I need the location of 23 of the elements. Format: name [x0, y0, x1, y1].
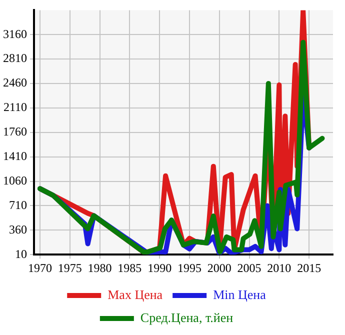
x-tick-label: 1985 — [118, 260, 142, 275]
y-tick-label: 1410 — [3, 148, 27, 163]
x-tick-label: 2005 — [237, 260, 262, 275]
y-tick-label: 1760 — [3, 124, 27, 139]
x-tick-label: 1980 — [88, 260, 112, 275]
legend-label: Max Цена — [108, 286, 163, 302]
y-tick-label: 2460 — [3, 76, 27, 90]
y-tick-label: 360 — [9, 222, 27, 236]
x-tick-label: 2015 — [297, 260, 322, 275]
legend-label: Min Цена — [213, 286, 266, 302]
x-tick-label: 1995 — [177, 260, 202, 275]
y-tick-label: 2810 — [3, 51, 27, 66]
y-tick-label: 1060 — [3, 173, 27, 188]
y-tick-label: 2110 — [3, 100, 27, 114]
x-tick-label: 2010 — [267, 260, 292, 275]
y-tick-label: 3160 — [3, 26, 27, 41]
x-tick-label: 1970 — [28, 260, 52, 275]
y-tick-label: 10 — [15, 246, 27, 261]
x-tick-label: 1975 — [58, 260, 82, 275]
legend-label: Сред.Цена, т.йен — [140, 310, 234, 325]
y-tick-label: 710 — [9, 198, 27, 212]
x-tick-label: 1990 — [148, 260, 172, 275]
x-tick-label: 2000 — [207, 260, 232, 275]
